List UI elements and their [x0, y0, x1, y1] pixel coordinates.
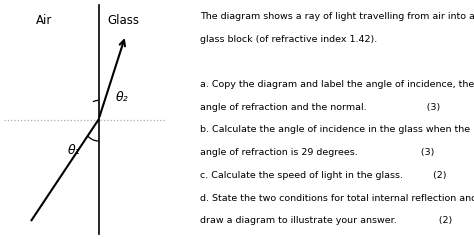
Text: draw a diagram to illustrate your answer.              (2): draw a diagram to illustrate your answer…	[200, 216, 452, 225]
Text: θ₂: θ₂	[116, 92, 128, 104]
Text: glass block (of refractive index 1.42).: glass block (of refractive index 1.42).	[200, 35, 377, 44]
Text: b. Calculate the angle of incidence in the glass when the: b. Calculate the angle of incidence in t…	[200, 125, 470, 135]
Text: θ₁: θ₁	[68, 144, 80, 157]
Text: The diagram shows a ray of light travelling from air into a: The diagram shows a ray of light travell…	[200, 12, 474, 21]
Text: Air: Air	[36, 14, 53, 27]
Text: angle of refraction is 29 degrees.                     (3): angle of refraction is 29 degrees. (3)	[200, 148, 434, 157]
Text: angle of refraction and the normal.                    (3): angle of refraction and the normal. (3)	[200, 103, 440, 112]
Text: Glass: Glass	[107, 14, 139, 27]
Text: c. Calculate the speed of light in the glass.          (2): c. Calculate the speed of light in the g…	[200, 171, 447, 180]
Text: d. State the two conditions for total internal reflection and: d. State the two conditions for total in…	[200, 194, 474, 203]
Text: a. Copy the diagram and label the angle of incidence, the: a. Copy the diagram and label the angle …	[200, 80, 474, 89]
